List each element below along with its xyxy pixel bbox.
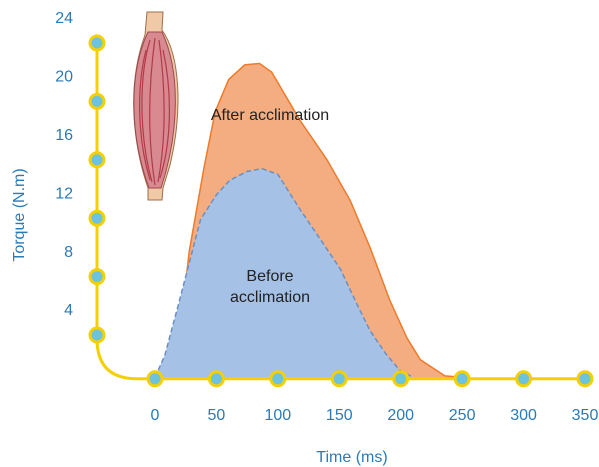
x-tick-mark	[271, 372, 285, 386]
y-tick-mark	[90, 211, 104, 225]
x-tick-label: 250	[449, 407, 476, 424]
y-tick-label: 16	[55, 127, 73, 144]
x-tick-mark	[209, 372, 223, 386]
x-tick-label: 300	[510, 407, 537, 424]
x-tick-label: 350	[572, 407, 599, 424]
x-tick-mark	[148, 372, 162, 386]
y-tick-label: 8	[64, 244, 73, 261]
y-tick-mark	[90, 94, 104, 108]
x-tick-mark	[455, 372, 469, 386]
x-tick-label: 200	[387, 407, 414, 424]
x-tick-label: 0	[151, 407, 160, 424]
y-tick-mark	[90, 270, 104, 284]
y-tick-label: 12	[55, 185, 73, 202]
x-tick-label: 50	[208, 407, 226, 424]
x-axis-label: Time (ms)	[316, 449, 387, 466]
series-label: Before acclimation	[210, 266, 330, 308]
muscle-icon	[134, 12, 178, 200]
y-tick-label: 20	[55, 69, 73, 86]
y-tick-mark	[90, 153, 104, 167]
y-tick-label: 24	[55, 10, 73, 27]
x-tick-label: 150	[326, 407, 353, 424]
y-tick-mark	[90, 328, 104, 342]
y-axis-label: Torque (N.m)	[11, 168, 28, 261]
page: Torque (N.m) Time (ms) 4 8 12 16 20 24 0 50 100 1…	[0, 0, 599, 467]
x-tick-mark	[578, 372, 592, 386]
x-tick-mark	[332, 372, 346, 386]
y-tick-mark	[90, 36, 104, 50]
chart: Torque (N.m) Time (ms) 4 8 12 16 20 24 0 50 100 1…	[0, 0, 599, 467]
x-tick-label: 100	[265, 407, 292, 424]
series-label: After acclimation	[210, 105, 330, 126]
x-tick-mark	[517, 372, 531, 386]
x-tick-mark	[394, 372, 408, 386]
y-tick-label: 4	[64, 302, 73, 319]
